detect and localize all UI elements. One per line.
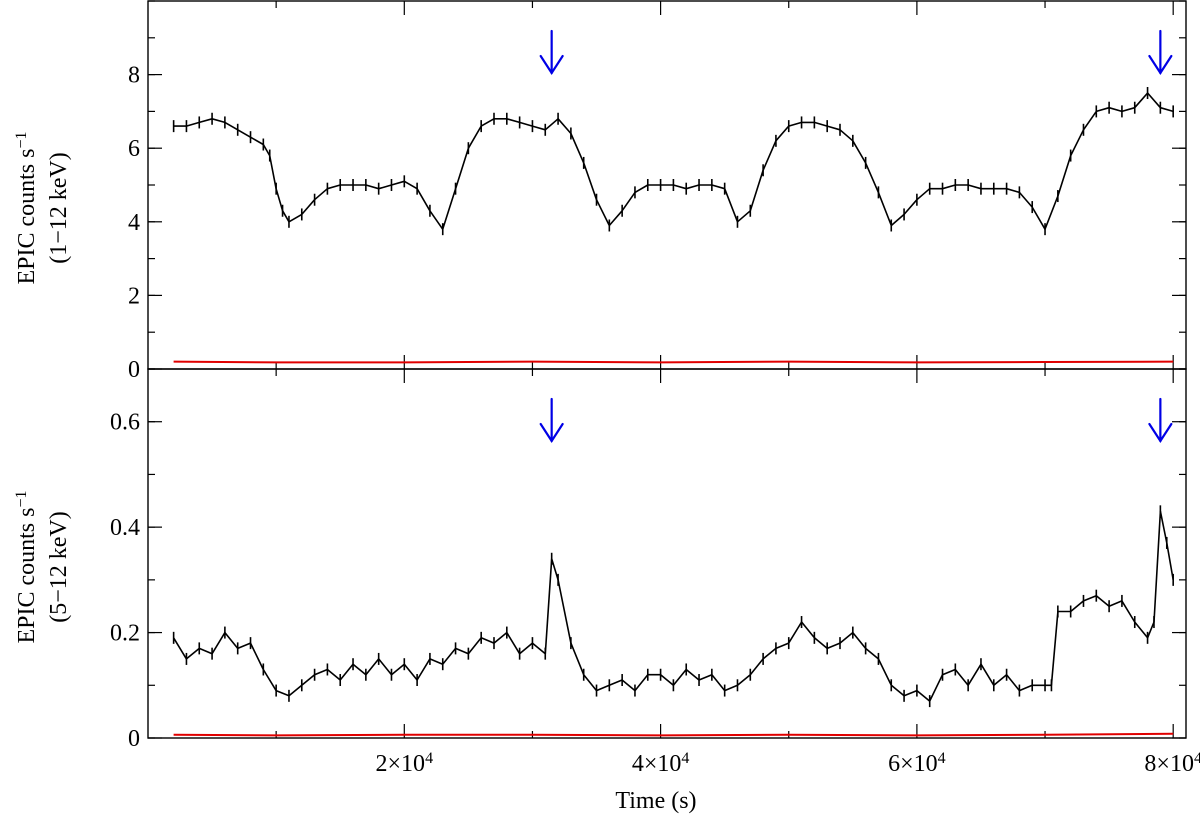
flare-arrow — [539, 29, 564, 76]
y-tick-label: 4 — [128, 210, 140, 236]
x-tick-label: 8×104 — [1144, 750, 1200, 778]
source-light-curve — [172, 510, 1174, 702]
panel-top-x-ticks — [275, 1, 1174, 369]
panel-bottom-frame — [147, 368, 1187, 739]
panel-bottom-ylabel-band: (5−12 keV) — [46, 511, 72, 623]
flare-arrow — [539, 397, 564, 444]
y-tick-label: 0 — [128, 726, 140, 752]
flare-arrow — [1148, 397, 1173, 444]
background-light-curve — [173, 360, 1174, 364]
panel-top-source-series — [172, 87, 1174, 236]
source-light-curve — [173, 92, 1174, 230]
panel-top-ylabel: EPIC counts s−1 — [13, 131, 41, 284]
y-tick-label: 8 — [128, 63, 140, 89]
y-tick-label: 6 — [128, 136, 140, 162]
panel-bottom-ylabel: EPIC counts s−1 — [13, 490, 41, 643]
flare-arrow — [1148, 29, 1173, 76]
x-tick-label: 4×104 — [632, 750, 690, 778]
y-tick-label: 0.4 — [110, 515, 140, 541]
y-tick-label: 0.2 — [110, 621, 140, 647]
x-axis-label: Time (s) — [615, 788, 696, 814]
background-light-curve — [173, 732, 1174, 737]
panel-top-ylabel-band: (1−12 keV) — [46, 152, 72, 264]
panel-bottom-x-ticks: 2×104 4×104 6×104 8×104 — [275, 369, 1200, 778]
panel-top-background-series — [173, 360, 1174, 364]
y-tick-label: 2 — [128, 283, 140, 309]
panel-bottom: 0 0.2 0.4 0.6 2×104 4×104 6×104 8×104 EPIC cou… — [13, 368, 1200, 814]
y-tick-label: 0.6 — [110, 410, 140, 436]
panel-bottom-arrows — [539, 397, 1173, 444]
panel-bottom-background-series — [173, 732, 1174, 737]
panel-bottom-y-ticks: 0 0.2 0.4 0.6 — [110, 368, 1186, 752]
x-tick-label: 6×104 — [888, 750, 946, 778]
panel-bottom-source-series — [172, 505, 1174, 708]
x-tick-label: 2×104 — [376, 750, 434, 778]
panel-top: 0 2 4 6 8 EPIC counts s−1 (1−12 keV) — [13, 0, 1187, 383]
y-tick-label: 0 — [128, 357, 140, 383]
panel-top-y-ticks: 0 2 4 6 8 — [128, 0, 1186, 383]
panel-top-arrows — [539, 29, 1173, 76]
